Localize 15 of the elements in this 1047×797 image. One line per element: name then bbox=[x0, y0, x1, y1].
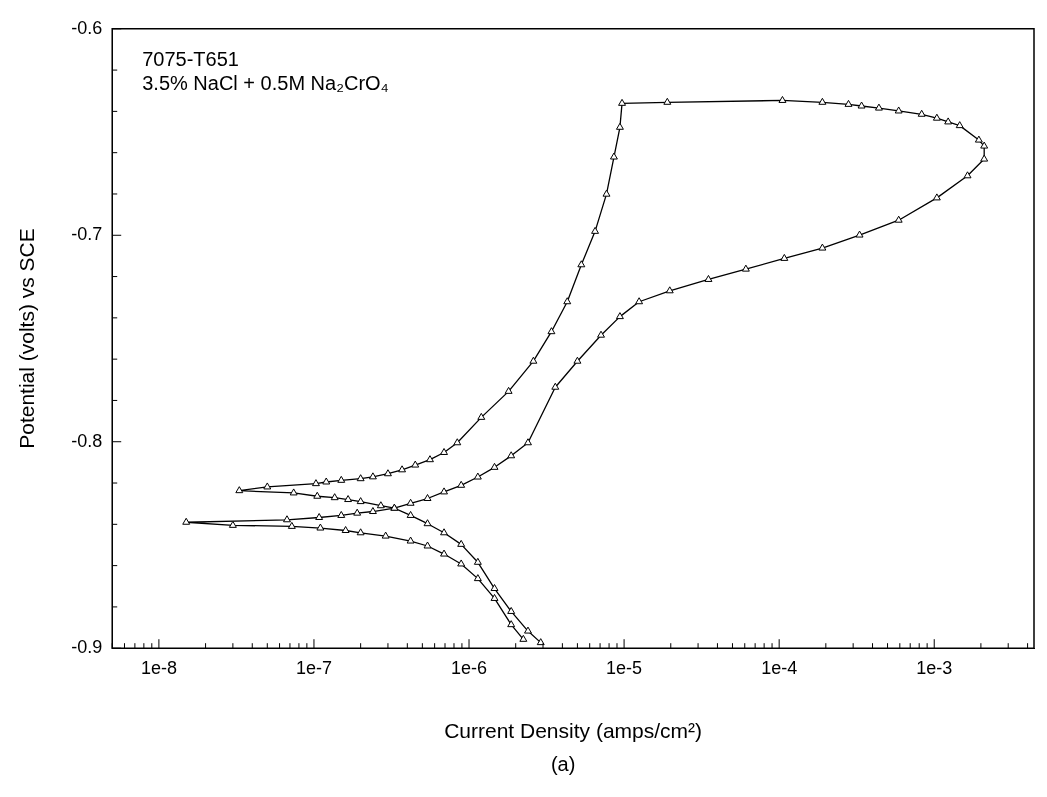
y-tick-label: -0.9 bbox=[71, 637, 103, 658]
y-tick-label: -0.8 bbox=[71, 430, 103, 451]
x-tick-label: 1e-5 bbox=[606, 657, 643, 678]
y-axis-title: Potential (volts) vs SCE bbox=[15, 228, 39, 449]
x-tick-label: 1e-6 bbox=[451, 657, 488, 678]
text: (a) bbox=[550, 752, 576, 775]
x-tick-label: 1e-8 bbox=[140, 657, 177, 678]
x-axis-title: Current Density (amps/cm²) bbox=[444, 719, 703, 743]
y-tick-label: -0.6 bbox=[71, 17, 103, 38]
annotation: 7075-T651 bbox=[142, 48, 239, 71]
y-tick-label: -0.7 bbox=[71, 224, 103, 245]
x-tick-label: 1e-4 bbox=[761, 657, 798, 678]
x-tick-label: 1e-3 bbox=[916, 657, 953, 678]
annotation: 3.5% NaCl + 0.5M Na₂CrO₄ bbox=[142, 72, 389, 95]
x-tick-label: 1e-7 bbox=[295, 657, 332, 678]
